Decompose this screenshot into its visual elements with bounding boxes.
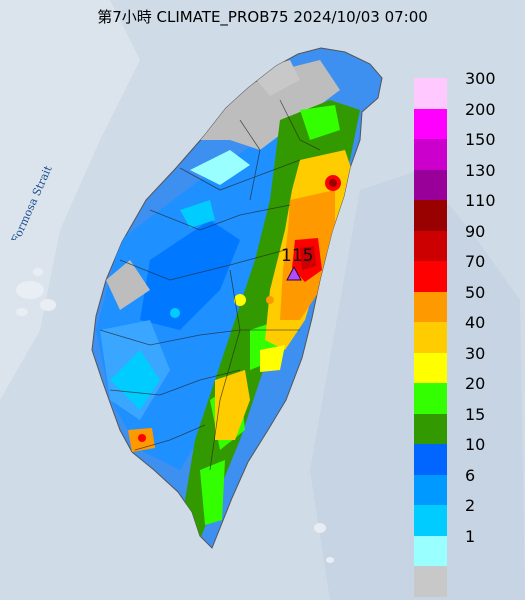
- legend-swatch: [414, 566, 447, 597]
- legend-label: 40: [465, 313, 486, 332]
- strait-label: Formosa Strait: [9, 163, 55, 240]
- legend-label: 6: [465, 465, 476, 485]
- legend-row: 6: [414, 466, 522, 505]
- legend-swatch: [414, 108, 447, 139]
- legend-row: 30: [414, 344, 522, 383]
- legend-swatch: [414, 139, 447, 170]
- county-boundaries: [99, 99, 321, 471]
- legend-label: 10: [465, 435, 486, 454]
- orchid-island: [326, 557, 334, 563]
- legend-label: 50: [465, 282, 486, 302]
- legend-row: 150: [414, 130, 522, 170]
- legend-swatch: [414, 444, 447, 475]
- color-legend: 300 200 150 130 110 90 70 50 40 30 20 15 10 6 2 1: [414, 69, 522, 597]
- legend-row: 70: [414, 252, 522, 292]
- legend-label: 70: [465, 252, 486, 271]
- legend-row: 20: [414, 374, 522, 414]
- legend-swatch: [414, 535, 447, 566]
- map-title: 第7小時 CLIMATE_PROB75 2024/10/03 07:00: [97, 8, 428, 26]
- legend-swatch: [414, 169, 447, 200]
- legend-row: 90: [414, 222, 522, 261]
- green-island: [314, 523, 326, 533]
- legend-swatch: [414, 230, 447, 261]
- legend-row: 40: [414, 313, 522, 353]
- max-location-triangle-icon: [286, 266, 302, 281]
- legend-row: 1: [414, 527, 522, 566]
- legend-label: 30: [465, 343, 486, 363]
- legend-swatch: [414, 474, 447, 505]
- legend-row: 200: [414, 100, 522, 139]
- legend-swatch: [414, 78, 447, 109]
- max-value-label: 115: [281, 246, 314, 266]
- legend-swatch: [414, 505, 447, 536]
- legend-label: 150: [465, 130, 496, 149]
- legend-row: 300: [414, 69, 522, 109]
- legend-row: 50: [414, 283, 522, 322]
- legend-label: 110: [465, 191, 496, 210]
- legend-label: 90: [465, 221, 486, 241]
- legend-label: 300: [465, 69, 496, 88]
- legend-label: 15: [465, 404, 486, 424]
- legend-swatch: [414, 352, 447, 383]
- legend-row: 15: [414, 405, 522, 444]
- rainfall-field: [96, 60, 360, 540]
- strait-name: Formosa Strait: [9, 163, 55, 240]
- legend-swatch: [414, 322, 447, 353]
- shallow-sea-region: [0, 0, 140, 400]
- penghu-islands: [16, 268, 56, 316]
- legend-swatch: [414, 291, 447, 322]
- legend-swatch: [414, 413, 447, 444]
- legend-swatch: [414, 261, 447, 292]
- legend-swatch: [414, 383, 447, 414]
- legend-swatch: [414, 200, 447, 231]
- legend-label: 200: [465, 99, 496, 119]
- legend-label: 130: [465, 160, 496, 180]
- legend-label: 2: [465, 496, 476, 515]
- legend-label: 1: [465, 526, 476, 546]
- legend-row: 10: [414, 435, 522, 475]
- legend-row: 130: [414, 161, 522, 200]
- legend-row: 110: [414, 191, 522, 231]
- legend-row: 2: [414, 496, 522, 536]
- legend-row: [414, 566, 522, 597]
- legend-label: 20: [465, 374, 486, 393]
